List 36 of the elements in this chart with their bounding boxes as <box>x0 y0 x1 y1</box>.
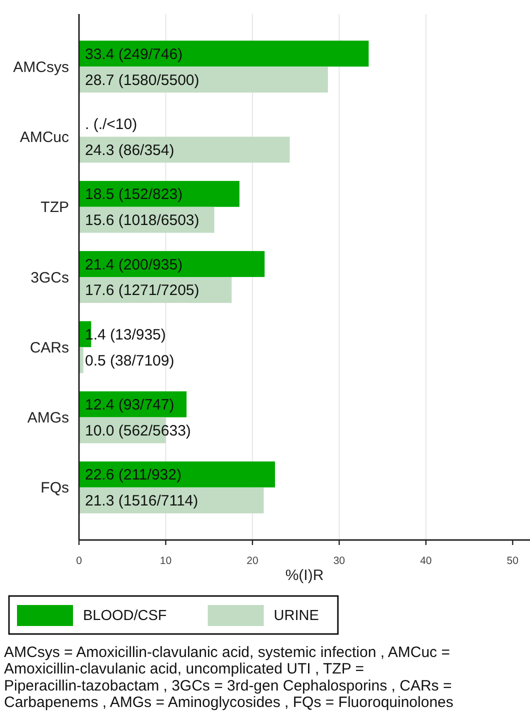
data-label: 18.5 (152/823) <box>85 186 183 204</box>
x-tick-label: 0 <box>76 555 82 567</box>
data-label: 0.5 (38/7109) <box>85 352 174 370</box>
y-tick-label: AMCuc <box>20 128 70 146</box>
x-tick-label: 20 <box>246 555 258 567</box>
data-label: 10.0 (562/5633) <box>85 422 191 440</box>
data-label: 33.4 (249/746) <box>85 46 183 63</box>
y-tick-label: AMCsys <box>13 58 69 76</box>
data-label: 12.4 (93/747) <box>85 396 174 414</box>
data-label: 22.6 (211/932) <box>85 466 182 484</box>
x-tick-label: 10 <box>160 555 172 567</box>
y-tick-label: 3GCs <box>30 269 69 286</box>
bar <box>79 251 265 277</box>
text: . (./<10) <box>85 116 138 134</box>
y-tick-label: FQs <box>40 480 69 497</box>
y-tick-label: CARs <box>30 339 69 356</box>
bar <box>79 136 290 163</box>
bar <box>79 461 276 488</box>
text: AMCsys = Amoxicillin-clavulanic acid, systemic infection , AMCuc = Amoxicillin-clavulanic acid, uncomplicated UTI , TZP = Piperacillin-tazobactam , 3GCs = 3rd-gen Cephalosporins , CARs = Carbapenems , AMGs = Aminoglycosides , FQs = Fluoroquinolones <box>4 644 454 712</box>
legend-label: BLOOD/CSF <box>83 608 167 624</box>
data-label: 21.3 (1516/7114) <box>85 492 198 510</box>
legend-label: URINE <box>274 608 320 624</box>
x-tick-label: 30 <box>333 555 346 567</box>
data-label: 15.6 (1018/6503) <box>85 212 200 230</box>
data-label: 28.7 (1580/5500) <box>85 72 200 89</box>
bar <box>79 40 369 67</box>
x-tick-label: 40 <box>420 555 432 567</box>
x-tick-label: 50 <box>506 555 519 567</box>
y-tick-label: TZP <box>40 199 69 216</box>
y-tick-label: AMGs <box>27 410 69 427</box>
bar <box>79 66 328 93</box>
data-label: 17.6 (1271/7205) <box>85 282 200 300</box>
bar <box>79 487 264 514</box>
data-label: 24.3 (86/354) <box>85 142 174 159</box>
x-axis-title: %(I)R <box>285 567 324 584</box>
data-label: 21.4 (200/935) <box>85 256 183 274</box>
